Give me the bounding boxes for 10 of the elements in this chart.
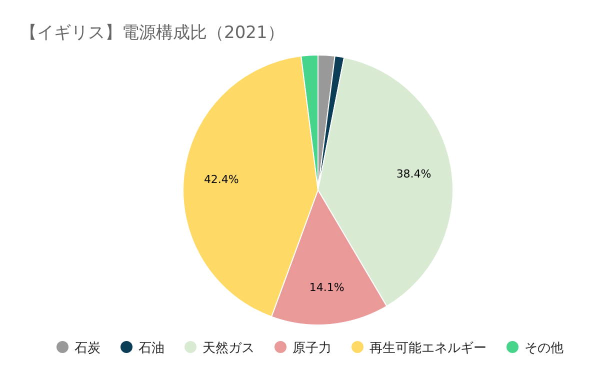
data-label: 14.1%	[309, 280, 344, 294]
legend-label: その他	[524, 341, 564, 356]
legend-label: 石油	[138, 341, 164, 356]
chart-title: 【イギリス】電源構成比（2021）	[20, 23, 284, 43]
legend-label: 原子力	[292, 341, 332, 356]
legend-label: 天然ガス	[202, 341, 254, 356]
data-label: 38.4%	[396, 168, 432, 181]
data-label: 42.4%	[204, 173, 239, 186]
legend-label: 石炭	[74, 341, 100, 356]
legend-label: 再生可能エネルギー	[370, 341, 486, 356]
